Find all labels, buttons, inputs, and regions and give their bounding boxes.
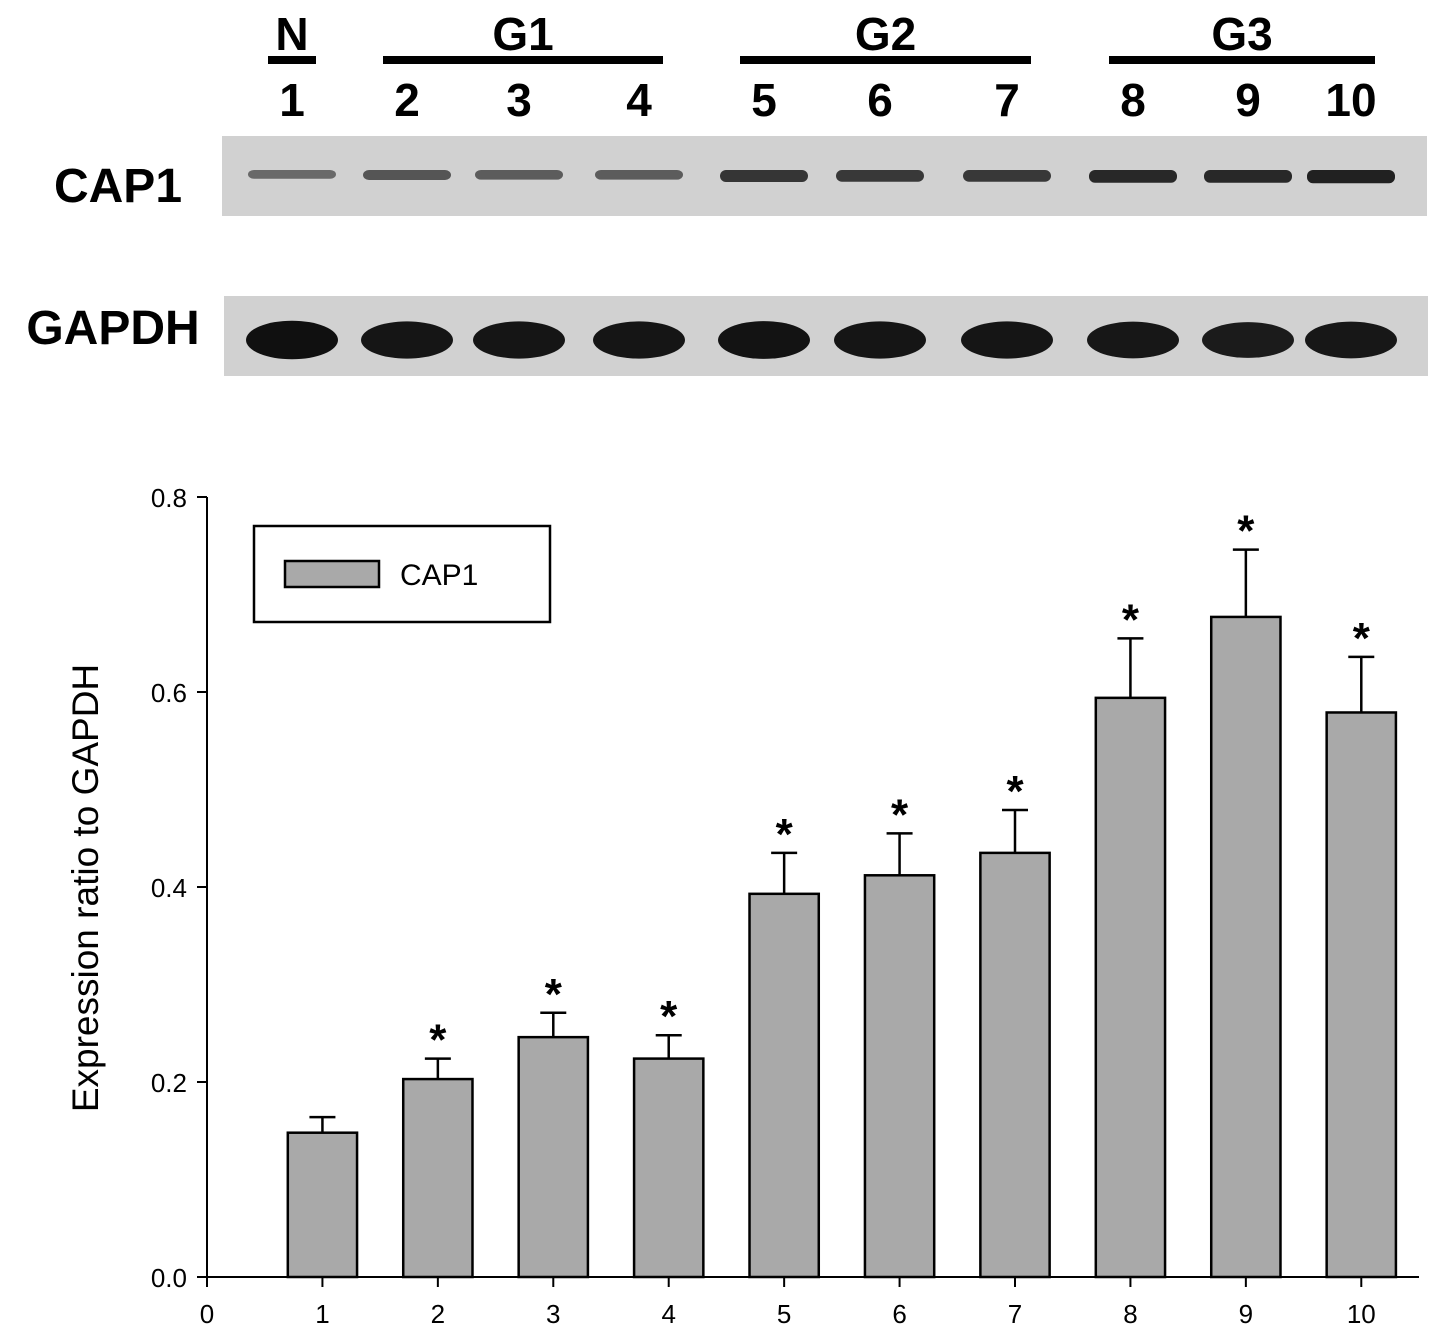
cap1-row-label: CAP1	[54, 160, 182, 213]
x-tick-label: 0	[200, 1299, 214, 1329]
bar-8	[1094, 696, 1167, 1279]
significance-marker: *	[429, 1016, 447, 1065]
western-blot: CAP1 GAPDH	[26, 136, 1428, 376]
lane-number: 1	[279, 74, 305, 126]
bar-10	[1325, 711, 1398, 1279]
x-tick-label: 9	[1239, 1299, 1253, 1329]
cap1-band	[1204, 170, 1292, 183]
gapdh-band	[834, 321, 926, 359]
group-bar-g2	[740, 56, 1031, 64]
group-label-g3: G3	[1211, 8, 1272, 60]
gapdh-band	[1087, 321, 1179, 359]
bar-4	[632, 1057, 705, 1279]
significance-marker: *	[545, 970, 563, 1019]
lane-number: 2	[394, 74, 420, 126]
x-tick-label: 5	[777, 1299, 791, 1329]
x-tick-label: 4	[661, 1299, 675, 1329]
x-tick-label: 6	[892, 1299, 906, 1329]
lane-number: 8	[1120, 74, 1146, 126]
cap1-band	[1089, 170, 1177, 183]
significance-marker: *	[776, 810, 794, 859]
y-tick-label: 0.6	[151, 678, 187, 708]
cap1-band	[1307, 170, 1395, 184]
significance-marker: *	[1353, 614, 1371, 663]
lane-number: 10	[1325, 74, 1376, 126]
gapdh-band	[1305, 321, 1397, 359]
bar-5	[748, 892, 821, 1279]
cap1-band	[475, 170, 563, 180]
gapdh-band	[961, 321, 1053, 359]
group-label-g2: G2	[855, 8, 916, 60]
group-bar-g3	[1109, 56, 1375, 64]
legend-swatch	[283, 559, 381, 589]
cap1-band	[836, 170, 924, 182]
gapdh-band	[718, 321, 810, 359]
lane-number: 3	[506, 74, 532, 126]
group-label-n: N	[275, 8, 308, 60]
gapdh-band	[246, 320, 338, 360]
cap1-band	[595, 170, 683, 180]
x-tick-label: 1	[315, 1299, 329, 1329]
significance-marker: *	[1122, 595, 1140, 644]
x-tick-label: 7	[1008, 1299, 1022, 1329]
x-tick-label: 8	[1123, 1299, 1137, 1329]
gapdh-row-label: GAPDH	[26, 302, 199, 355]
cap1-band	[363, 170, 451, 180]
y-tick-label: 0.0	[151, 1263, 187, 1293]
gapdh-band	[1202, 322, 1294, 358]
bar-2	[401, 1077, 474, 1279]
gapdh-band	[361, 321, 453, 359]
significance-marker: *	[1237, 507, 1255, 556]
gapdh-band	[473, 321, 565, 359]
significance-marker: *	[660, 992, 678, 1041]
x-tick-label: 2	[431, 1299, 445, 1329]
bar-3	[517, 1035, 590, 1279]
bar-1	[286, 1131, 359, 1279]
x-tick-label: 10	[1347, 1299, 1376, 1329]
cap1-band	[963, 170, 1051, 182]
cap1-band	[248, 170, 336, 179]
lane-number: 7	[994, 74, 1020, 126]
x-tick-label: 3	[546, 1299, 560, 1329]
bar-7	[979, 851, 1051, 1279]
gapdh-band	[593, 321, 685, 359]
bar-9	[1209, 615, 1282, 1279]
lane-number: 6	[867, 74, 893, 126]
significance-marker: *	[1006, 767, 1024, 816]
legend-label: CAP1	[400, 559, 478, 592]
y-tick-label: 0.2	[151, 1068, 187, 1098]
y-tick-label: 0.8	[151, 483, 187, 513]
group-bar-n	[268, 56, 316, 64]
y-tick-label: 0.4	[151, 873, 187, 903]
bar-6	[863, 874, 936, 1279]
cap1-band	[720, 170, 808, 182]
lane-number: 9	[1235, 74, 1261, 126]
lane-number: 5	[751, 74, 777, 126]
group-bar-g1	[383, 56, 663, 64]
lane-number: 4	[626, 74, 652, 126]
significance-marker: *	[891, 790, 909, 839]
y-axis-label: Expression ratio to GAPDH	[65, 664, 106, 1112]
blot-header: N G1 G2 G3 1 2 3 4 5 6 7 8 9 10	[268, 8, 1377, 126]
group-label-g1: G1	[492, 8, 553, 60]
bar-chart: Expression ratio to GAPDH 0.0 0.2 0.4 0.6 0.…	[65, 483, 1419, 1329]
